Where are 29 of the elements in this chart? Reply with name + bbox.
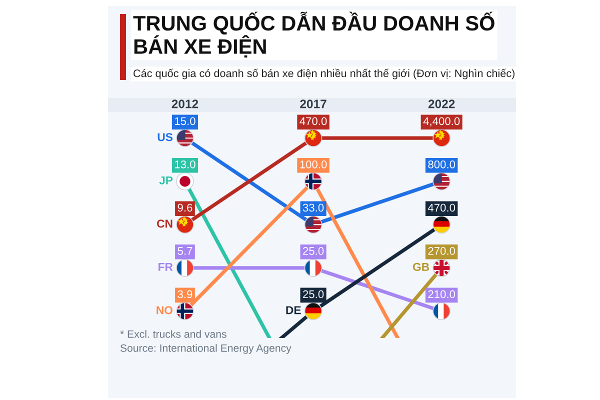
data-label: 800.0 bbox=[428, 160, 456, 168]
series-label: JP bbox=[159, 176, 173, 184]
data-label: 5.7 bbox=[178, 247, 192, 255]
data-label: 25.0 bbox=[303, 290, 324, 298]
series-label: US bbox=[158, 133, 173, 142]
source-note: Source: International Energy Agency bbox=[120, 344, 292, 354]
text: * Excl. trucks and vans bbox=[120, 330, 226, 338]
text: Các quốc gia có doanh số bán xe điện nhiều nhất thế giới (Đơn vị: Nghìn chiếc) bbox=[134, 68, 514, 80]
text: TRUNG QUỐC DẪN ĐẦU DOANH SỐ BÁN XE ĐIỆN bbox=[133, 12, 494, 58]
data-label: 470.0 bbox=[428, 204, 456, 212]
data-label: 210.0 bbox=[428, 290, 456, 298]
data-label: 9.6 bbox=[178, 204, 192, 212]
data-label: 3.9 bbox=[178, 290, 192, 298]
data-label: 15.0 bbox=[175, 117, 196, 126]
series-label: DE bbox=[286, 306, 301, 314]
series-label: FR bbox=[158, 263, 173, 271]
data-label: 100.0 bbox=[300, 160, 327, 168]
data-label: 13.0 bbox=[175, 160, 196, 168]
category-label: 2012 bbox=[172, 100, 198, 108]
data-label: 33.0 bbox=[302, 204, 324, 212]
data-label: 470.0 bbox=[300, 117, 327, 126]
series-label: GB bbox=[412, 262, 430, 271]
series-label: NO bbox=[156, 306, 172, 314]
category-label: 2017 bbox=[300, 100, 326, 108]
data-label: 25.0 bbox=[303, 247, 324, 255]
series-label: CN bbox=[157, 220, 172, 228]
data-label: 4,400.0 bbox=[423, 117, 460, 126]
data-label: 270.0 bbox=[428, 247, 456, 255]
category-label: 2022 bbox=[428, 100, 455, 108]
